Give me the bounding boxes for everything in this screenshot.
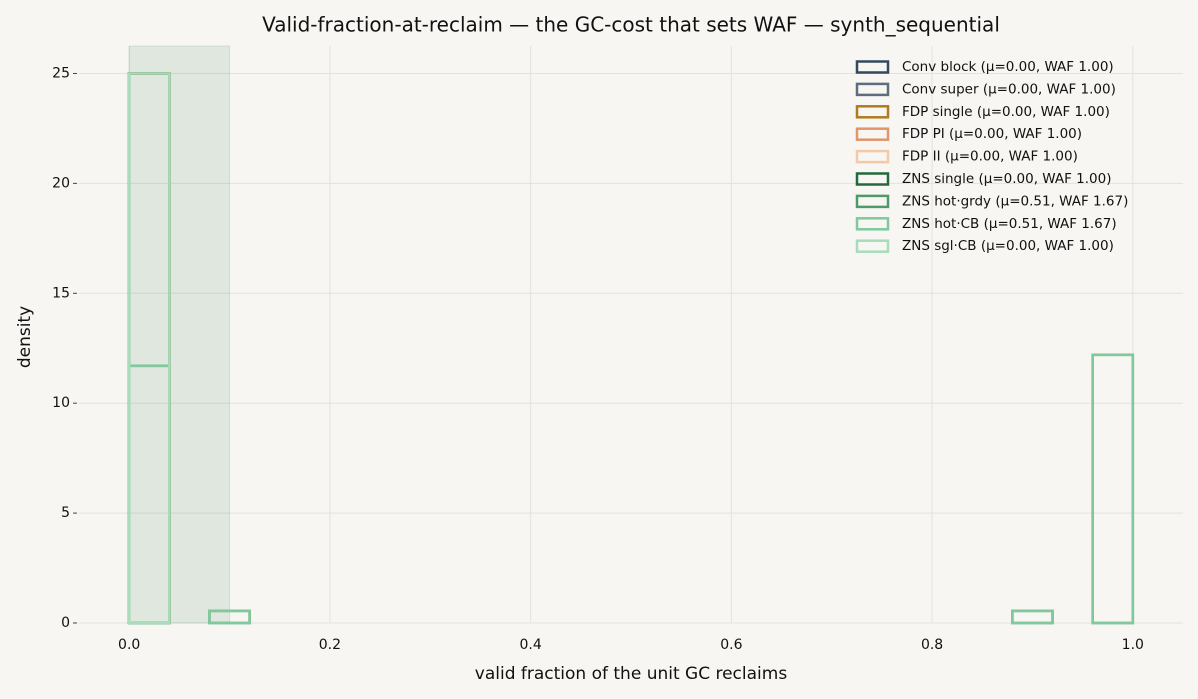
x-tick-label: 0.0 [118,637,140,653]
x-tick-label: 0.4 [520,637,542,653]
histogram-bar [1011,609,1054,625]
chart-title: Valid-fraction-at-reclaim — the GC-cost … [262,13,1000,37]
x-tick-label: 1.0 [1122,637,1144,653]
x-tick-label: 0.2 [319,637,341,653]
legend-swatch [855,127,890,141]
highlight-span [128,45,231,624]
legend-swatch [855,194,890,209]
legend-swatch [855,149,890,164]
legend-label: ZNS hot·CB (μ=0.51, WAF 1.67) [902,216,1117,232]
legend-swatch [855,82,890,97]
y-tick-label: 5 [61,505,70,521]
series [127,72,171,625]
legend-swatch [855,105,890,119]
legend-swatch [855,217,890,231]
legend-swatch [855,172,890,186]
legend-label: FDP PI (μ=0.00, WAF 1.00) [902,126,1082,142]
legend-label: FDP single (μ=0.00, WAF 1.00) [902,104,1110,120]
legend-label: ZNS hot·grdy (μ=0.51, WAF 1.67) [902,193,1128,209]
legend-label: ZNS sgl·CB (μ=0.00, WAF 1.00) [902,238,1114,254]
histogram-bar [208,609,251,625]
y-tick-label: 0 [61,615,70,631]
legend-swatch [855,239,890,253]
y-tick-label: 15 [52,285,70,301]
y-tick-label: 10 [52,395,70,411]
legend-label: FDP II (μ=0.00, WAF 1.00) [902,149,1078,165]
y-tick-label: 25 [52,65,70,81]
y-tick-label: 20 [52,175,70,191]
x-tick-label: 0.8 [921,637,943,653]
legend-label: ZNS single (μ=0.00, WAF 1.00) [902,171,1112,187]
histogram-bar [127,72,171,625]
legend-label: Conv super (μ=0.00, WAF 1.00) [902,81,1116,97]
x-axis-label: valid fraction of the unit GC reclaims [475,664,788,684]
legend-label: Conv block (μ=0.00, WAF 1.00) [902,59,1114,75]
legend-swatch [855,60,890,74]
histogram-bar [1091,353,1135,625]
y-axis-label: density [15,306,35,368]
x-tick-label: 0.6 [720,637,742,653]
